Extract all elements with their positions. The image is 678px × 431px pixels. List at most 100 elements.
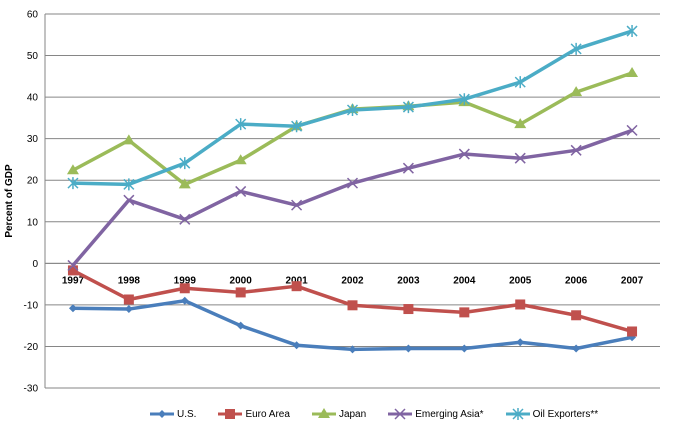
data-point — [346, 103, 359, 116]
y-axis-label: Percent of GDP — [4, 164, 15, 238]
legend-item: Oil Exporters** — [505, 408, 598, 420]
x-tick-label: 2000 — [230, 275, 253, 286]
series-japan — [66, 67, 639, 189]
x-tick-label: 2003 — [397, 275, 420, 286]
data-point — [514, 152, 526, 164]
data-point — [291, 120, 303, 133]
legend-item: Japan — [311, 408, 367, 420]
data-point — [235, 118, 247, 131]
series-emerging-asia- — [67, 124, 638, 271]
data-point — [626, 67, 639, 78]
x-tick-label: 2006 — [565, 275, 588, 286]
series-line — [72, 71, 633, 187]
x-tick-label: 1997 — [62, 275, 85, 286]
legend: U.S. Euro Area Japan Emerging Asia* Oil Expo… — [150, 408, 598, 420]
data-point — [179, 283, 190, 294]
legend-marker — [317, 408, 330, 418]
data-point — [67, 259, 79, 271]
data-point — [236, 321, 245, 330]
y-tick-label: -10 — [24, 300, 39, 311]
data-point — [67, 265, 78, 276]
data-point — [291, 281, 302, 292]
data-point — [122, 134, 135, 145]
data-point — [514, 76, 526, 89]
x-tick-label: 2001 — [285, 275, 308, 286]
data-point — [570, 86, 583, 97]
series-line — [71, 128, 633, 267]
x-tick-label: 2004 — [453, 275, 476, 286]
legend-swatch-icon — [388, 408, 413, 420]
data-point — [235, 185, 247, 197]
data-point — [626, 25, 638, 38]
data-point — [66, 164, 79, 175]
x-tick-label: 1998 — [118, 275, 141, 286]
legend-item: Euro Area — [218, 408, 290, 420]
data-point — [402, 101, 414, 114]
data-point — [458, 93, 470, 106]
data-point — [178, 178, 191, 189]
y-tick-label: 0 — [32, 259, 38, 270]
data-point — [626, 124, 638, 136]
legend-label: Japan — [338, 408, 367, 420]
series-euro-area — [67, 265, 638, 337]
data-point — [179, 213, 191, 225]
data-point — [235, 287, 246, 298]
legend-label: Emerging Asia* — [415, 408, 484, 420]
data-point — [571, 310, 582, 321]
data-point — [347, 300, 358, 311]
legend-marker — [158, 410, 166, 418]
data-point — [514, 118, 527, 129]
legend-swatch-icon — [505, 408, 530, 420]
data-point — [516, 338, 525, 347]
data-point — [234, 154, 247, 165]
line-chart: -30 -20 -10 0 10 20 30 40 50 60 1997 1998 1999 2000 20… — [4, 10, 660, 395]
legend-marker — [512, 408, 524, 420]
legend-swatch-icon — [150, 410, 174, 418]
data-point — [402, 162, 414, 174]
data-point — [67, 177, 79, 190]
legend-item: Emerging Asia* — [388, 408, 484, 420]
y-tick-label: 10 — [27, 217, 39, 228]
y-tick-label: 40 — [27, 93, 39, 104]
legend-swatch-icon — [218, 409, 243, 419]
y-tick-label: -20 — [24, 342, 39, 353]
data-point — [123, 178, 135, 191]
legend-item: U.S. — [150, 408, 196, 420]
data-point — [459, 307, 470, 318]
data-point — [180, 296, 189, 305]
x-tick-label: 1999 — [174, 275, 197, 286]
legend-marker — [225, 409, 236, 419]
y-tick-label: 20 — [27, 176, 39, 187]
data-point — [68, 304, 77, 313]
data-point — [124, 305, 133, 314]
legend-marker — [394, 408, 406, 420]
data-point — [570, 144, 582, 156]
y-tick-label: 60 — [27, 10, 39, 21]
data-point — [346, 177, 359, 189]
y-tick-label: 30 — [27, 134, 39, 145]
x-tick-label: 2002 — [341, 275, 364, 286]
data-point — [292, 341, 301, 350]
data-point — [123, 294, 134, 305]
x-tick-label: 2005 — [509, 275, 532, 286]
data-point — [404, 344, 413, 353]
data-point — [572, 344, 581, 353]
series-oil-exporters- — [67, 25, 638, 191]
data-point — [123, 194, 135, 206]
data-point — [570, 42, 582, 55]
data-point — [460, 344, 469, 353]
data-point — [403, 304, 414, 315]
legend-label: U.S. — [177, 408, 197, 420]
data-point — [291, 199, 303, 211]
y-tick-label: -30 — [24, 384, 39, 395]
data-point — [348, 345, 357, 354]
data-point — [627, 326, 638, 337]
legend-label: Euro Area — [245, 408, 290, 420]
series-u-s- — [68, 296, 637, 354]
x-tick-label: 2007 — [621, 275, 644, 286]
legend-swatch-icon — [311, 408, 336, 418]
data-point — [515, 299, 526, 310]
data-point — [458, 148, 470, 160]
y-tick-label: 50 — [27, 51, 39, 62]
